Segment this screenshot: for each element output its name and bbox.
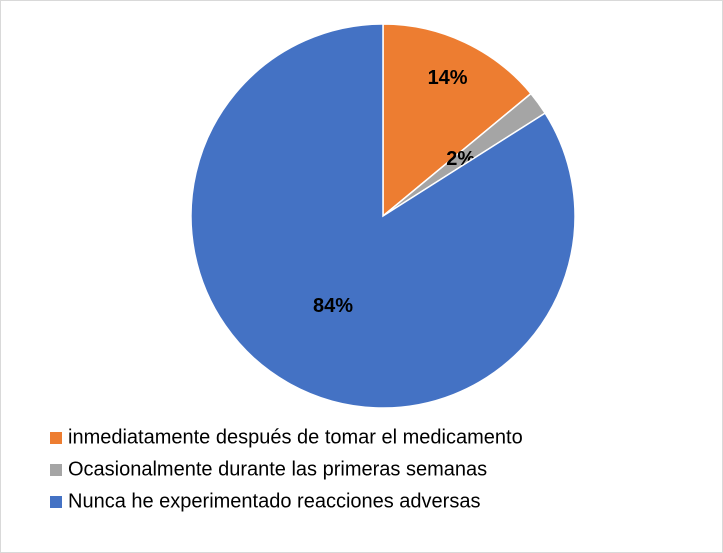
data-label: 84% [313,295,353,317]
pie-slice [382,23,532,218]
legend-swatch [50,432,62,444]
legend-label: inmediatamente después de tomar el medic… [68,426,523,448]
legend-label: Nunca he experimentado reacciones advers… [68,490,480,512]
pie-slice [190,23,576,409]
data-label: 14% [428,67,468,89]
legend-swatch [50,464,62,476]
legend-swatch [50,496,62,508]
legend-label: Ocasionalmente durante las primeras sema… [68,458,487,480]
